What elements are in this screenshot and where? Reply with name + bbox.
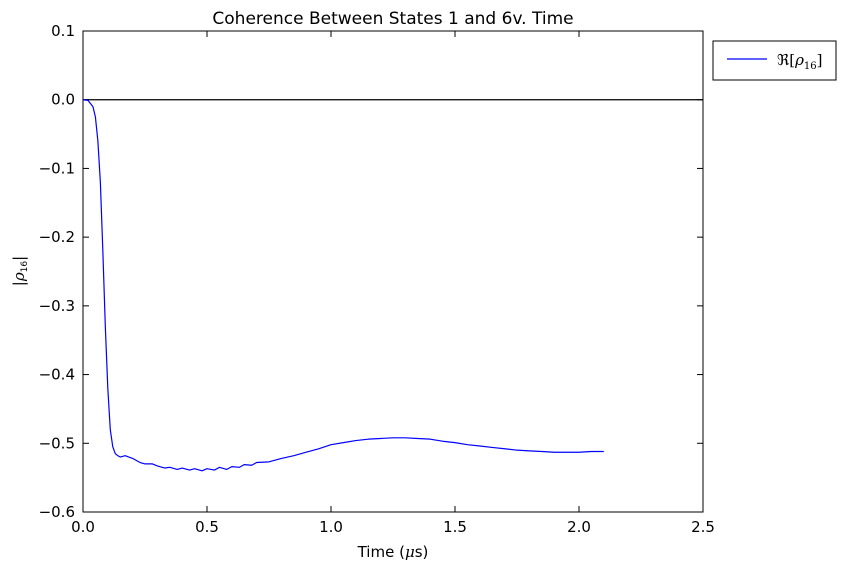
x-tick-label: 1.0 (319, 518, 343, 536)
series-group (83, 99, 604, 472)
x-axis-label: Time (μs) (357, 543, 429, 561)
axis-ticks: 0.0 0.5 1.0 1.5 2.0 2.5 0.1 0.0 −0.1 −0.2 −0.3 −0.4… (39, 22, 715, 536)
legend: ℜ[ρ16] (712, 40, 837, 81)
y-tick-label: −0.6 (39, 503, 75, 521)
x-tick-label: 2.5 (691, 518, 715, 536)
y-tick-label: −0.3 (39, 297, 75, 315)
y-tick-label: −0.1 (39, 159, 75, 177)
y-tick-label: 0.0 (51, 91, 75, 109)
legend-label: ℜ[ρ16] (777, 51, 823, 72)
y-tick-label: −0.5 (39, 434, 75, 452)
y-axis-label: |ρ16| (10, 256, 30, 286)
x-tick-label: 0.0 (71, 518, 95, 536)
plot-area-frame (82, 30, 704, 513)
x-tick-label: 1.5 (443, 518, 467, 536)
series-line (83, 99, 604, 472)
y-tick-label: −0.2 (39, 228, 75, 246)
x-tick-label: 2.0 (567, 518, 591, 536)
legend-box (712, 40, 837, 81)
chart-title: Coherence Between States 1 and 6v. Time (212, 9, 573, 29)
y-tick-label: 0.1 (51, 22, 75, 40)
y-tick-label: −0.4 (39, 366, 75, 384)
x-tick-label: 0.5 (195, 518, 219, 536)
